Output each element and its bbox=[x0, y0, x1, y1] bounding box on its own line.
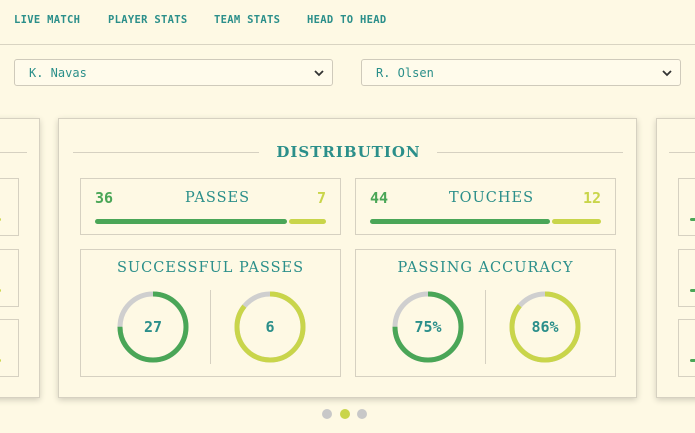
away-successful-passes-ring: 6 bbox=[233, 290, 307, 364]
panel-divider bbox=[210, 290, 211, 364]
passes-stat: 36 PASSES 7 bbox=[80, 178, 341, 235]
carousel-dot-3[interactable] bbox=[357, 409, 367, 419]
stat-box-partial bbox=[0, 249, 19, 307]
away-touches-bar bbox=[552, 219, 601, 224]
chevron-down-icon bbox=[314, 70, 324, 77]
title-divider bbox=[669, 152, 695, 153]
stat-box-partial bbox=[678, 249, 695, 307]
title-divider bbox=[0, 152, 27, 153]
ring-chart bbox=[117, 291, 189, 363]
home-touches-value: 44 bbox=[370, 189, 389, 207]
carousel-dot-2[interactable] bbox=[340, 409, 350, 419]
next-card[interactable] bbox=[656, 118, 695, 398]
passing-accuracy-panel: PASSING ACCURACY 75% 86% bbox=[355, 249, 616, 377]
away-ring-arc bbox=[234, 291, 306, 363]
home-passes-value: 36 bbox=[95, 189, 114, 207]
title-divider-left bbox=[73, 152, 259, 153]
away-successful-passes-value: 6 bbox=[265, 318, 275, 336]
home-touches-bar bbox=[370, 219, 550, 224]
ring-chart bbox=[392, 291, 464, 363]
away-player-select[interactable]: R. Olsen bbox=[361, 59, 681, 86]
bar-fragment bbox=[690, 289, 695, 292]
passing-accuracy-label: PASSING ACCURACY bbox=[397, 260, 574, 276]
chevron-down-icon bbox=[662, 70, 672, 77]
home-passing-accuracy-value: 75% bbox=[414, 318, 442, 336]
successful-passes-panel: SUCCESSFUL PASSES 27 6 bbox=[80, 249, 341, 377]
bar-fragment bbox=[0, 289, 1, 292]
away-passes-bar bbox=[289, 219, 326, 224]
title-divider-right bbox=[437, 152, 623, 153]
home-player-select[interactable]: K. Navas bbox=[14, 59, 333, 86]
away-passing-accuracy-value: 86% bbox=[531, 318, 559, 336]
home-ring-arc bbox=[117, 291, 189, 363]
home-ring-arc bbox=[392, 291, 464, 363]
bar-fragment bbox=[690, 359, 695, 362]
carousel-dot-1[interactable] bbox=[322, 409, 332, 419]
tab-team-stats[interactable]: TEAM STATS bbox=[214, 14, 281, 26]
tab-player-stats[interactable]: PLAYER STATS bbox=[108, 14, 188, 26]
away-passes-value: 7 bbox=[316, 189, 326, 207]
away-player-name: R. Olsen bbox=[376, 66, 434, 80]
home-passes-bar bbox=[95, 219, 287, 224]
home-passing-accuracy-ring: 75% bbox=[391, 290, 465, 364]
stat-box-partial bbox=[678, 178, 695, 236]
successful-passes-label: SUCCESSFUL PASSES bbox=[116, 260, 305, 276]
card-title: DISTRIBUTION bbox=[276, 143, 421, 161]
previous-card[interactable] bbox=[0, 118, 40, 398]
ring-chart bbox=[234, 291, 306, 363]
stat-box-partial bbox=[678, 319, 695, 377]
stat-box-partial bbox=[0, 178, 19, 236]
bar-fragment bbox=[0, 359, 1, 362]
home-successful-passes-ring: 27 bbox=[116, 290, 190, 364]
away-ring-arc bbox=[509, 291, 581, 363]
home-successful-passes-value: 27 bbox=[143, 318, 163, 336]
home-player-name: K. Navas bbox=[29, 66, 87, 80]
tab-head-to-head[interactable]: HEAD TO HEAD bbox=[307, 14, 387, 26]
bar-fragment bbox=[690, 218, 695, 221]
distribution-card: DISTRIBUTION 36 PASSES 7 44 TOUCHES 12 S… bbox=[58, 118, 637, 398]
ring-chart bbox=[509, 291, 581, 363]
touches-label: TOUCHES bbox=[449, 190, 535, 206]
bar-fragment bbox=[0, 218, 1, 221]
away-touches-value: 12 bbox=[582, 189, 601, 207]
stat-box-partial bbox=[0, 319, 19, 377]
tab-bar: LIVE MATCH PLAYER STATS TEAM STATS HEAD … bbox=[0, 0, 695, 45]
touches-stat: 44 TOUCHES 12 bbox=[355, 178, 616, 235]
away-passing-accuracy-ring: 86% bbox=[508, 290, 582, 364]
passes-label: PASSES bbox=[185, 190, 251, 206]
tab-live-match[interactable]: LIVE MATCH bbox=[14, 14, 81, 26]
panel-divider bbox=[485, 290, 486, 364]
